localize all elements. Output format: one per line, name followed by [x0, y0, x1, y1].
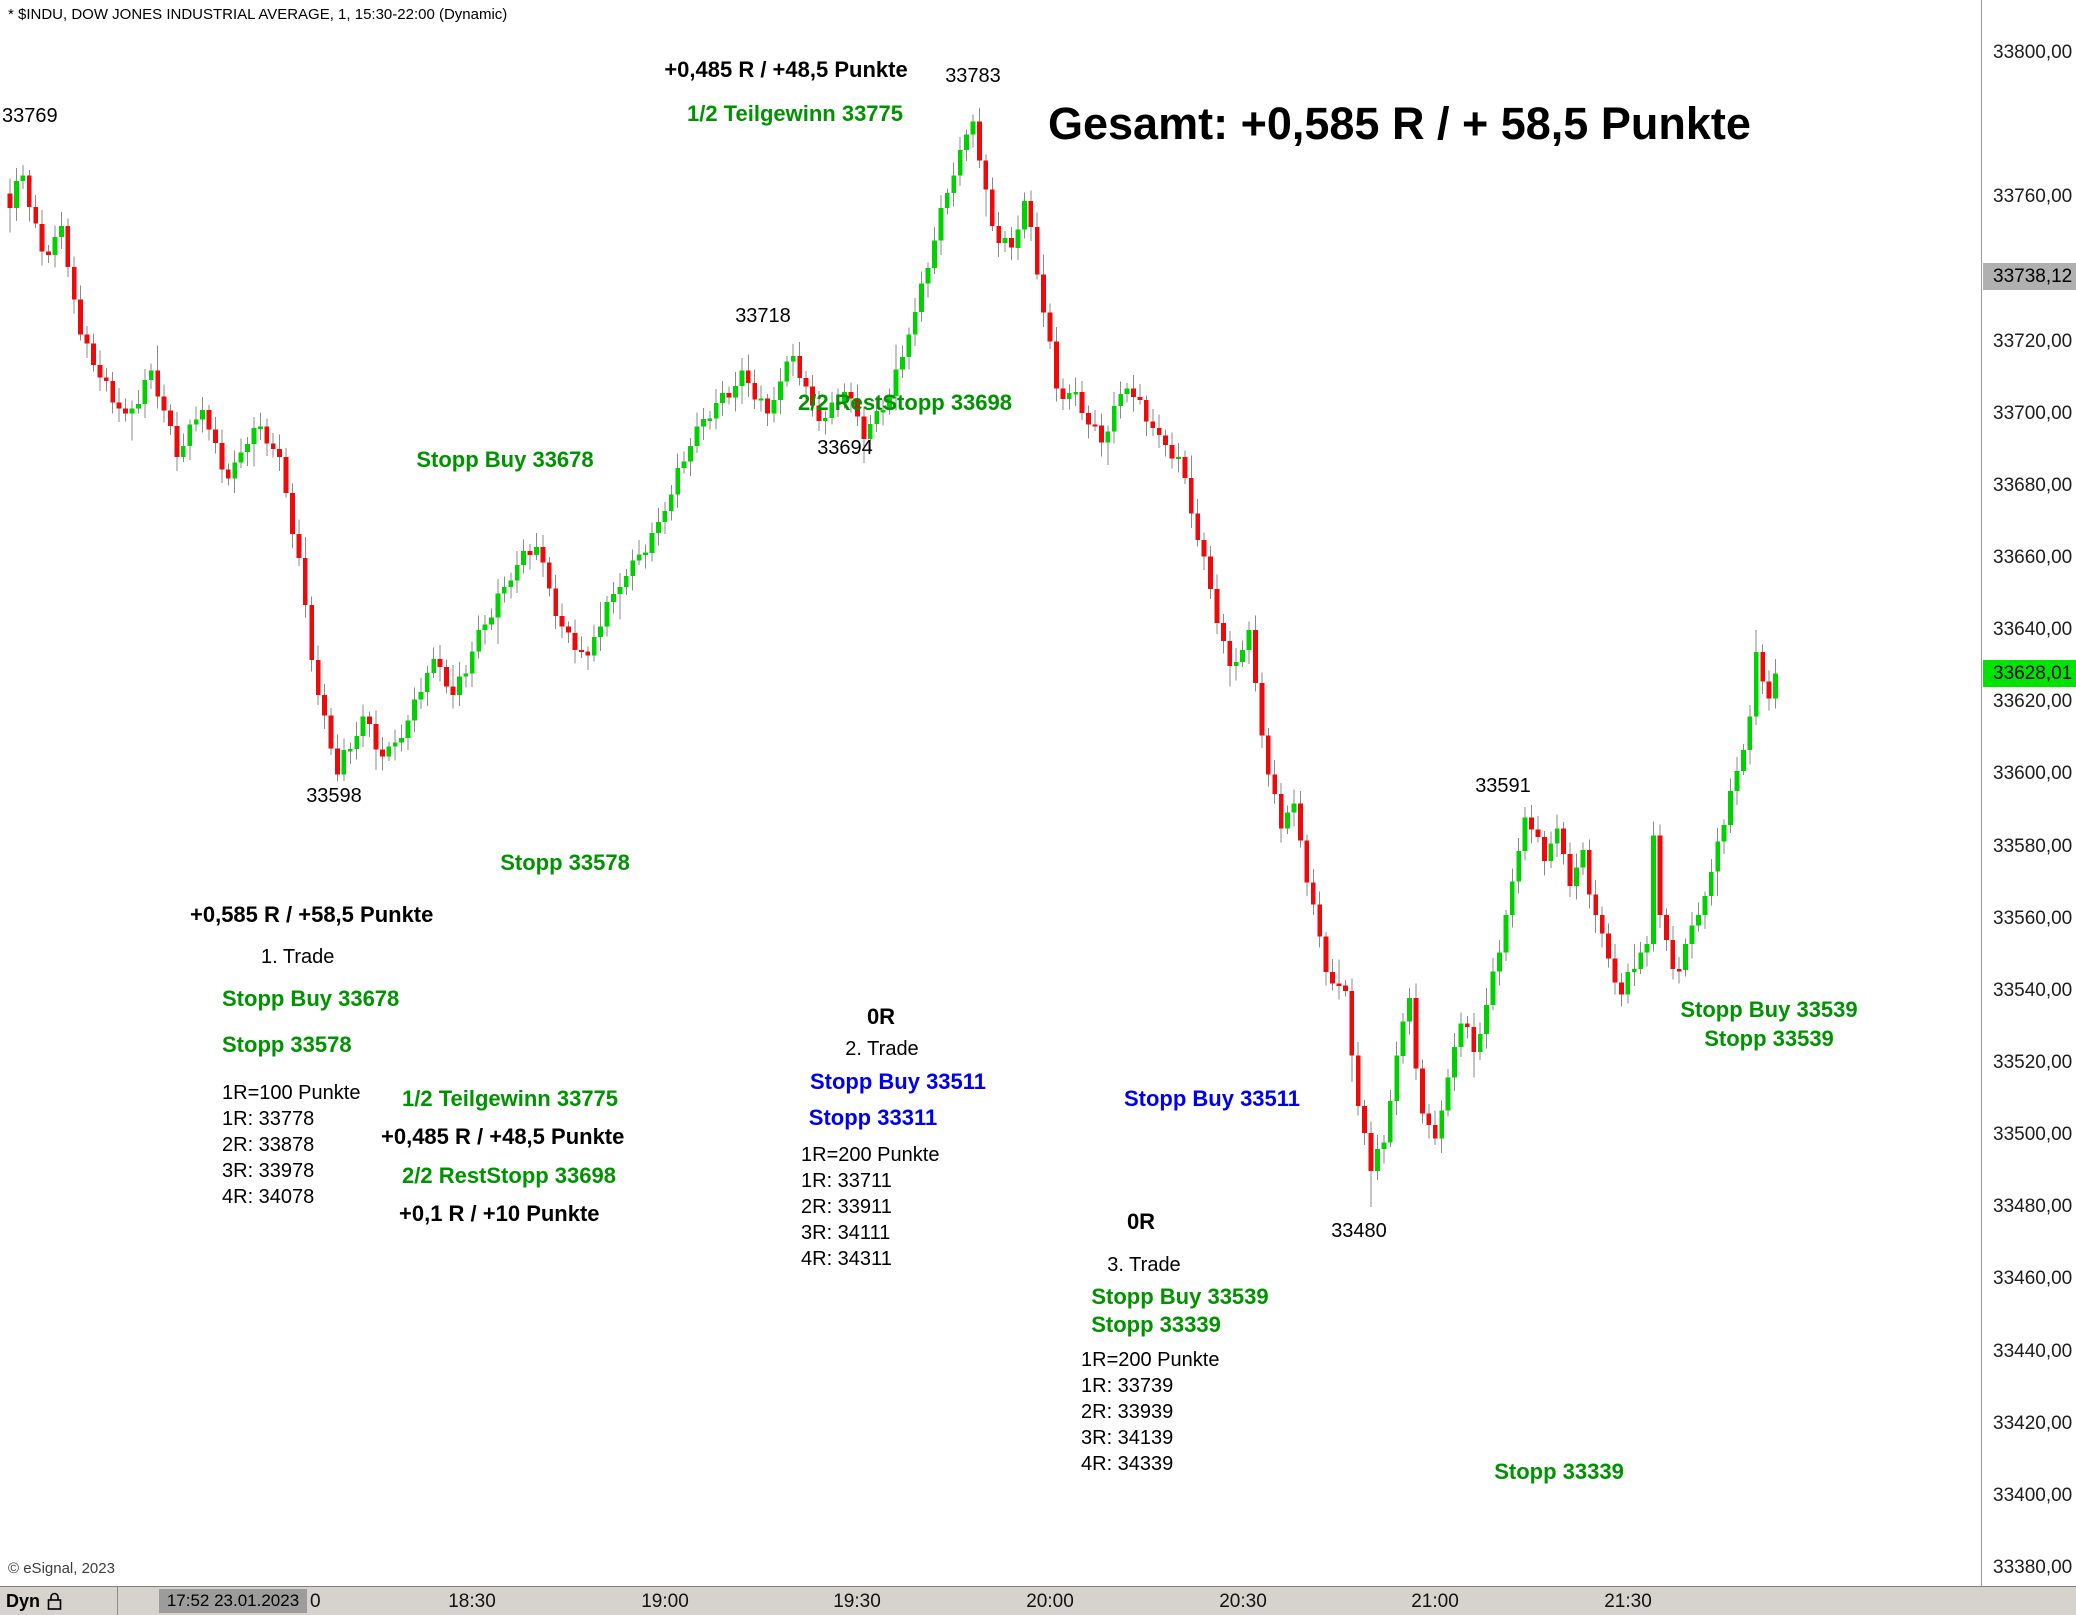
price-axis-label: 33720,00	[1993, 330, 2073, 352]
time-axis-label: 19:00	[641, 1591, 689, 1612]
price-axis-label: 33440,00	[1993, 1340, 2073, 1362]
reference-price-label: 33738,12	[1993, 265, 2073, 287]
time-axis-label: 18:30	[448, 1591, 496, 1612]
price-axis-label: 33480,00	[1993, 1196, 2073, 1218]
last-price-marker: 33628,01	[1983, 660, 2076, 688]
price-axis-label: 33800,00	[1993, 42, 2073, 63]
time-axis-label: 20:30	[1219, 1591, 1267, 1612]
price-axis-label: 33500,00	[1993, 1124, 2073, 1146]
price-axis-label: 33660,00	[1993, 546, 2073, 568]
price-axis-label: 33620,00	[1993, 691, 2073, 713]
price-axis-label: 33700,00	[1993, 402, 2073, 424]
reference-price-marker: 33738,12	[1983, 263, 2076, 291]
last-price-label: 33628,01	[1993, 662, 2073, 684]
price-axis-label: 33640,00	[1993, 619, 2073, 641]
candlestick-chart[interactable]	[0, 0, 1981, 1586]
price-axis-label: 33400,00	[1993, 1484, 2073, 1506]
time-axis-label: 21:30	[1604, 1591, 1652, 1612]
cursor-timestamp: 17:52 23.01.2023	[159, 1589, 307, 1613]
price-axis-label: 33580,00	[1993, 835, 2073, 857]
time-axis-label: 19:30	[833, 1591, 881, 1612]
price-axis-label: 33520,00	[1993, 1051, 2073, 1073]
price-axis-label: 33680,00	[1993, 474, 2073, 496]
dyn-mode-button[interactable]: Dyn	[0, 1587, 118, 1615]
price-axis-label: 33560,00	[1993, 907, 2073, 929]
price-axis-label: 33420,00	[1993, 1412, 2073, 1434]
price-axis-label: 33600,00	[1993, 763, 2073, 785]
price-axis[interactable]: 33738,12 33628,01 33800,00 33760,00 33720,…	[1981, 0, 2076, 1586]
price-axis-label: 33380,00	[1993, 1556, 2073, 1578]
price-axis-label: 33460,00	[1993, 1268, 2073, 1290]
time-axis-label-partial: 0	[310, 1591, 321, 1612]
time-axis-label: 20:00	[1026, 1591, 1074, 1612]
price-axis-label: 33760,00	[1993, 186, 2073, 208]
price-axis-label: 33540,00	[1993, 979, 2073, 1001]
dyn-mode-label: Dyn	[6, 1590, 41, 1611]
chart-title: * $INDU, DOW JONES INDUSTRIAL AVERAGE, 1…	[8, 6, 508, 23]
time-axis-label: 21:00	[1411, 1591, 1459, 1612]
time-axis[interactable]: Dyn 17:52 23.01.2023 18:30 19:00 19:30 20:0…	[0, 1586, 2076, 1615]
copyright: © eSignal, 2023	[8, 1560, 115, 1577]
lock-icon[interactable]	[47, 1592, 62, 1610]
